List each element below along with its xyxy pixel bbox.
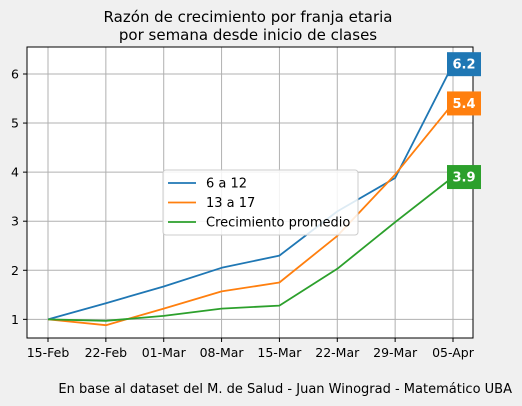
x-tick-label: 15-Mar <box>257 345 302 360</box>
y-tick-label: 4 <box>11 165 19 180</box>
series-line-3 <box>47 176 454 322</box>
y-tick-label: 2 <box>11 263 19 278</box>
legend-label: 13 a 17 <box>206 196 255 211</box>
badge-value: 3.9 <box>452 171 475 186</box>
y-tick-label: 3 <box>11 214 19 229</box>
badge-value: 5.4 <box>452 97 475 112</box>
x-tick-label: 15-Feb <box>27 345 70 360</box>
chart-title-line-2: por semana desde inicio de clases <box>119 26 377 44</box>
x-tick-label: 29-Mar <box>373 345 418 360</box>
source-note: En base al dataset del M. de Salud - Jua… <box>58 382 512 397</box>
badge-value: 6.2 <box>452 58 475 73</box>
y-tick-label: 1 <box>11 312 19 327</box>
legend-label: Crecimiento promedio <box>206 216 350 231</box>
chart-title-line-1: Razón de crecimiento por franja etaria <box>104 8 393 26</box>
legend-entry: 6 a 12 <box>168 177 247 192</box>
end-value-badge-3: 3.9 <box>447 165 481 190</box>
end-value-badge-1: 6.2 <box>447 52 481 77</box>
x-tick-label: 01-Mar <box>142 345 187 360</box>
badge-background <box>447 91 481 116</box>
badge-background <box>447 165 481 190</box>
series-line-2 <box>47 102 454 327</box>
x-tick-label: 08-Mar <box>200 345 245 360</box>
legend-label: 6 a 12 <box>206 177 247 192</box>
x-tick-label: 05-Apr <box>432 345 475 360</box>
legend: 6 a 12 13 a 17 Crecimiento promedio <box>162 169 359 236</box>
badge-background <box>447 52 481 77</box>
end-value-badges: 6.2 5.4 3.9 <box>447 52 481 190</box>
y-tick-label: 6 <box>11 66 19 81</box>
series-lines <box>47 63 454 327</box>
legend-entry: Crecimiento promedio <box>168 216 350 231</box>
plot-frame <box>26 46 474 339</box>
end-value-badge-2: 5.4 <box>447 91 481 116</box>
legend-entry: 13 a 17 <box>168 196 255 211</box>
legend-box <box>162 169 359 236</box>
axes: 15-Feb 22-Feb 01-Mar 08-Mar 15-Mar 22-Mar 29-M… <box>11 66 475 360</box>
y-tick-label: 5 <box>11 116 19 131</box>
x-tick-label: 22-Feb <box>85 345 128 360</box>
x-tick-label: 22-Mar <box>315 345 360 360</box>
